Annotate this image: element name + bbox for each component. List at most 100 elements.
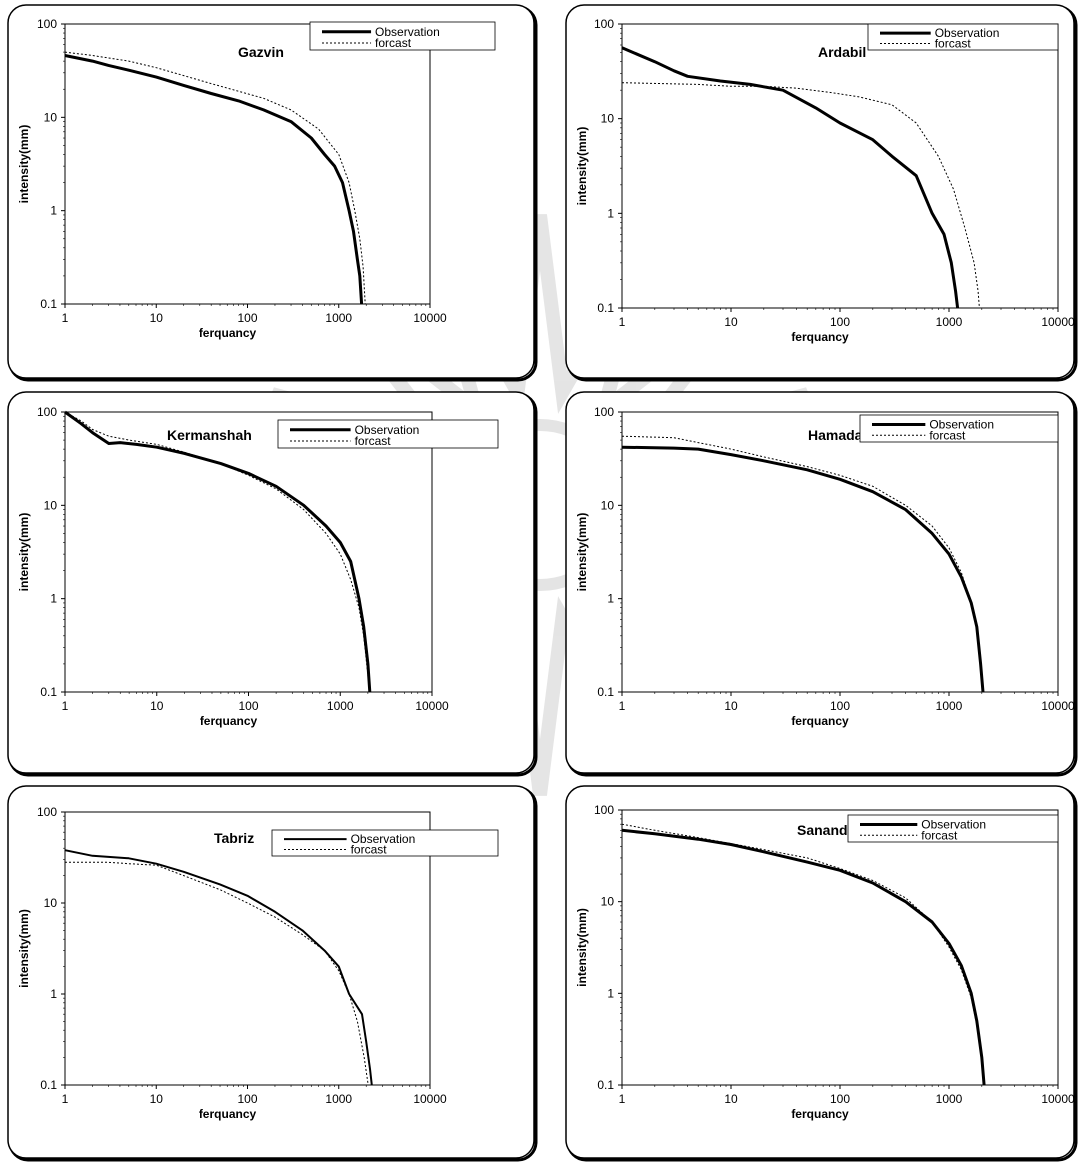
x-tick-label: 10	[150, 1092, 164, 1106]
x-tick-label: 1000	[325, 311, 352, 325]
y-tick-label: 1	[607, 592, 614, 606]
legend-box	[277, 419, 499, 449]
y-tick-label: 1	[50, 987, 57, 1001]
series-observation-line	[621, 445, 985, 693]
y-tick-label: 0.1	[40, 685, 57, 699]
panel-title: Gazvin	[238, 44, 284, 60]
y-tick-label: 10	[601, 112, 615, 126]
legend-label-observation: Observation	[351, 832, 416, 846]
x-tick-label: 1000	[936, 1092, 963, 1106]
panel-title: Kermanshah	[167, 427, 252, 443]
y-axis-label: intensity(mm)	[575, 127, 589, 206]
x-tick-label: 1	[62, 1092, 69, 1106]
x-tick-label: 10	[724, 699, 738, 713]
legend-box	[847, 814, 1059, 843]
x-tick-label: 1	[619, 315, 626, 329]
legend-label-forcast: forcast	[929, 428, 966, 442]
panel-hamadan: 1 10 100 1000 100000.1110100ferquancyintensi…	[565, 391, 1078, 777]
y-axis-label: intensity(mm)	[17, 513, 31, 592]
x-axis-label: ferquancy	[199, 326, 257, 340]
x-tick-label: 1	[62, 311, 69, 325]
panel-frame	[565, 391, 1075, 774]
series-forcast-line	[64, 51, 366, 305]
y-tick-label: 100	[594, 17, 614, 31]
panel-title: Tabriz	[214, 830, 254, 846]
series-observation-line	[621, 46, 960, 309]
x-axis-label: ferquancy	[199, 1107, 257, 1121]
y-tick-label: 0.1	[40, 297, 57, 311]
legend-box	[867, 23, 1059, 51]
x-tick-label: 10000	[1041, 699, 1075, 713]
y-tick-label: 1	[50, 592, 57, 606]
legend-label-observation: Observation	[375, 25, 440, 39]
x-tick-label: 1	[619, 699, 626, 713]
series-forcast-line	[621, 435, 984, 693]
panel-sanandaj: 1 10 100 1000 100000.1110100ferquancyintensi…	[565, 785, 1078, 1162]
y-tick-label: 100	[37, 405, 57, 419]
x-tick-label: 10	[150, 699, 164, 713]
y-tick-label: 0.1	[597, 1078, 614, 1092]
series-observation-line	[64, 54, 364, 305]
panel-kermanshah: 1 10 100 1000 100000.1110100ferquancyintensi…	[7, 391, 538, 777]
series-observation-line	[64, 410, 372, 693]
series-forcast-line	[621, 823, 985, 1086]
legend-box	[859, 414, 1059, 443]
y-axis-label: intensity(mm)	[575, 513, 589, 592]
y-tick-label: 10	[44, 896, 58, 910]
y-tick-label: 1	[50, 204, 57, 218]
y-tick-label: 100	[594, 405, 614, 419]
y-tick-label: 1	[607, 986, 614, 1000]
x-tick-label: 10	[724, 315, 738, 329]
x-tick-label: 100	[830, 699, 850, 713]
x-tick-label: 10000	[415, 699, 449, 713]
y-tick-label: 1	[607, 206, 614, 220]
panel-frame	[565, 785, 1075, 1159]
y-axis-label: intensity(mm)	[17, 909, 31, 988]
panel-frame	[565, 4, 1075, 379]
panel-title: Sanandaj	[797, 822, 859, 838]
x-tick-label: 10000	[413, 1092, 447, 1106]
series-observation-line	[621, 828, 986, 1086]
x-tick-label: 10000	[1041, 315, 1075, 329]
series-forcast-line	[65, 861, 369, 1086]
x-axis-label: ferquancy	[791, 330, 849, 344]
y-tick-label: 0.1	[40, 1078, 57, 1092]
x-tick-label: 10000	[1041, 1092, 1075, 1106]
y-tick-label: 100	[37, 805, 57, 819]
y-tick-label: 100	[594, 803, 614, 817]
legend-label-observation: Observation	[355, 423, 420, 437]
x-tick-label: 100	[237, 1092, 257, 1106]
y-tick-label: 10	[44, 498, 58, 512]
y-axis-label: intensity(mm)	[17, 125, 31, 204]
legend-label-forcast: forcast	[935, 37, 972, 51]
y-tick-label: 0.1	[597, 685, 614, 699]
x-tick-label: 10	[724, 1092, 738, 1106]
panel-tabriz: 1 10 100 1000 100000.1110100ferquancyintensi…	[7, 785, 538, 1162]
x-tick-label: 100	[830, 315, 850, 329]
y-tick-label: 10	[44, 110, 58, 124]
series-forcast-line	[621, 82, 980, 309]
panel-frame	[7, 4, 535, 379]
legend-label-forcast: forcast	[921, 828, 958, 842]
legend-label-observation: Observation	[929, 417, 994, 431]
x-tick-label: 1000	[327, 699, 354, 713]
y-tick-label: 0.1	[597, 301, 614, 315]
x-tick-label: 1000	[325, 1092, 352, 1106]
x-tick-label: 1000	[936, 315, 963, 329]
y-tick-label: 10	[601, 895, 615, 909]
panel-frame	[7, 785, 535, 1159]
panel-gazvin: 1 10 100 1000 100000.1110100ferquancyintensi…	[7, 4, 538, 382]
y-tick-label: 10	[601, 498, 615, 512]
x-tick-label: 1000	[936, 699, 963, 713]
x-tick-label: 100	[830, 1092, 850, 1106]
legend-label-forcast: forcast	[375, 36, 412, 50]
panel-frame	[7, 391, 535, 774]
x-tick-label: 10000	[413, 311, 447, 325]
legend-label-observation: Observation	[921, 817, 986, 831]
legend-label-observation: Observation	[935, 26, 1000, 40]
y-tick-label: 100	[37, 17, 57, 31]
